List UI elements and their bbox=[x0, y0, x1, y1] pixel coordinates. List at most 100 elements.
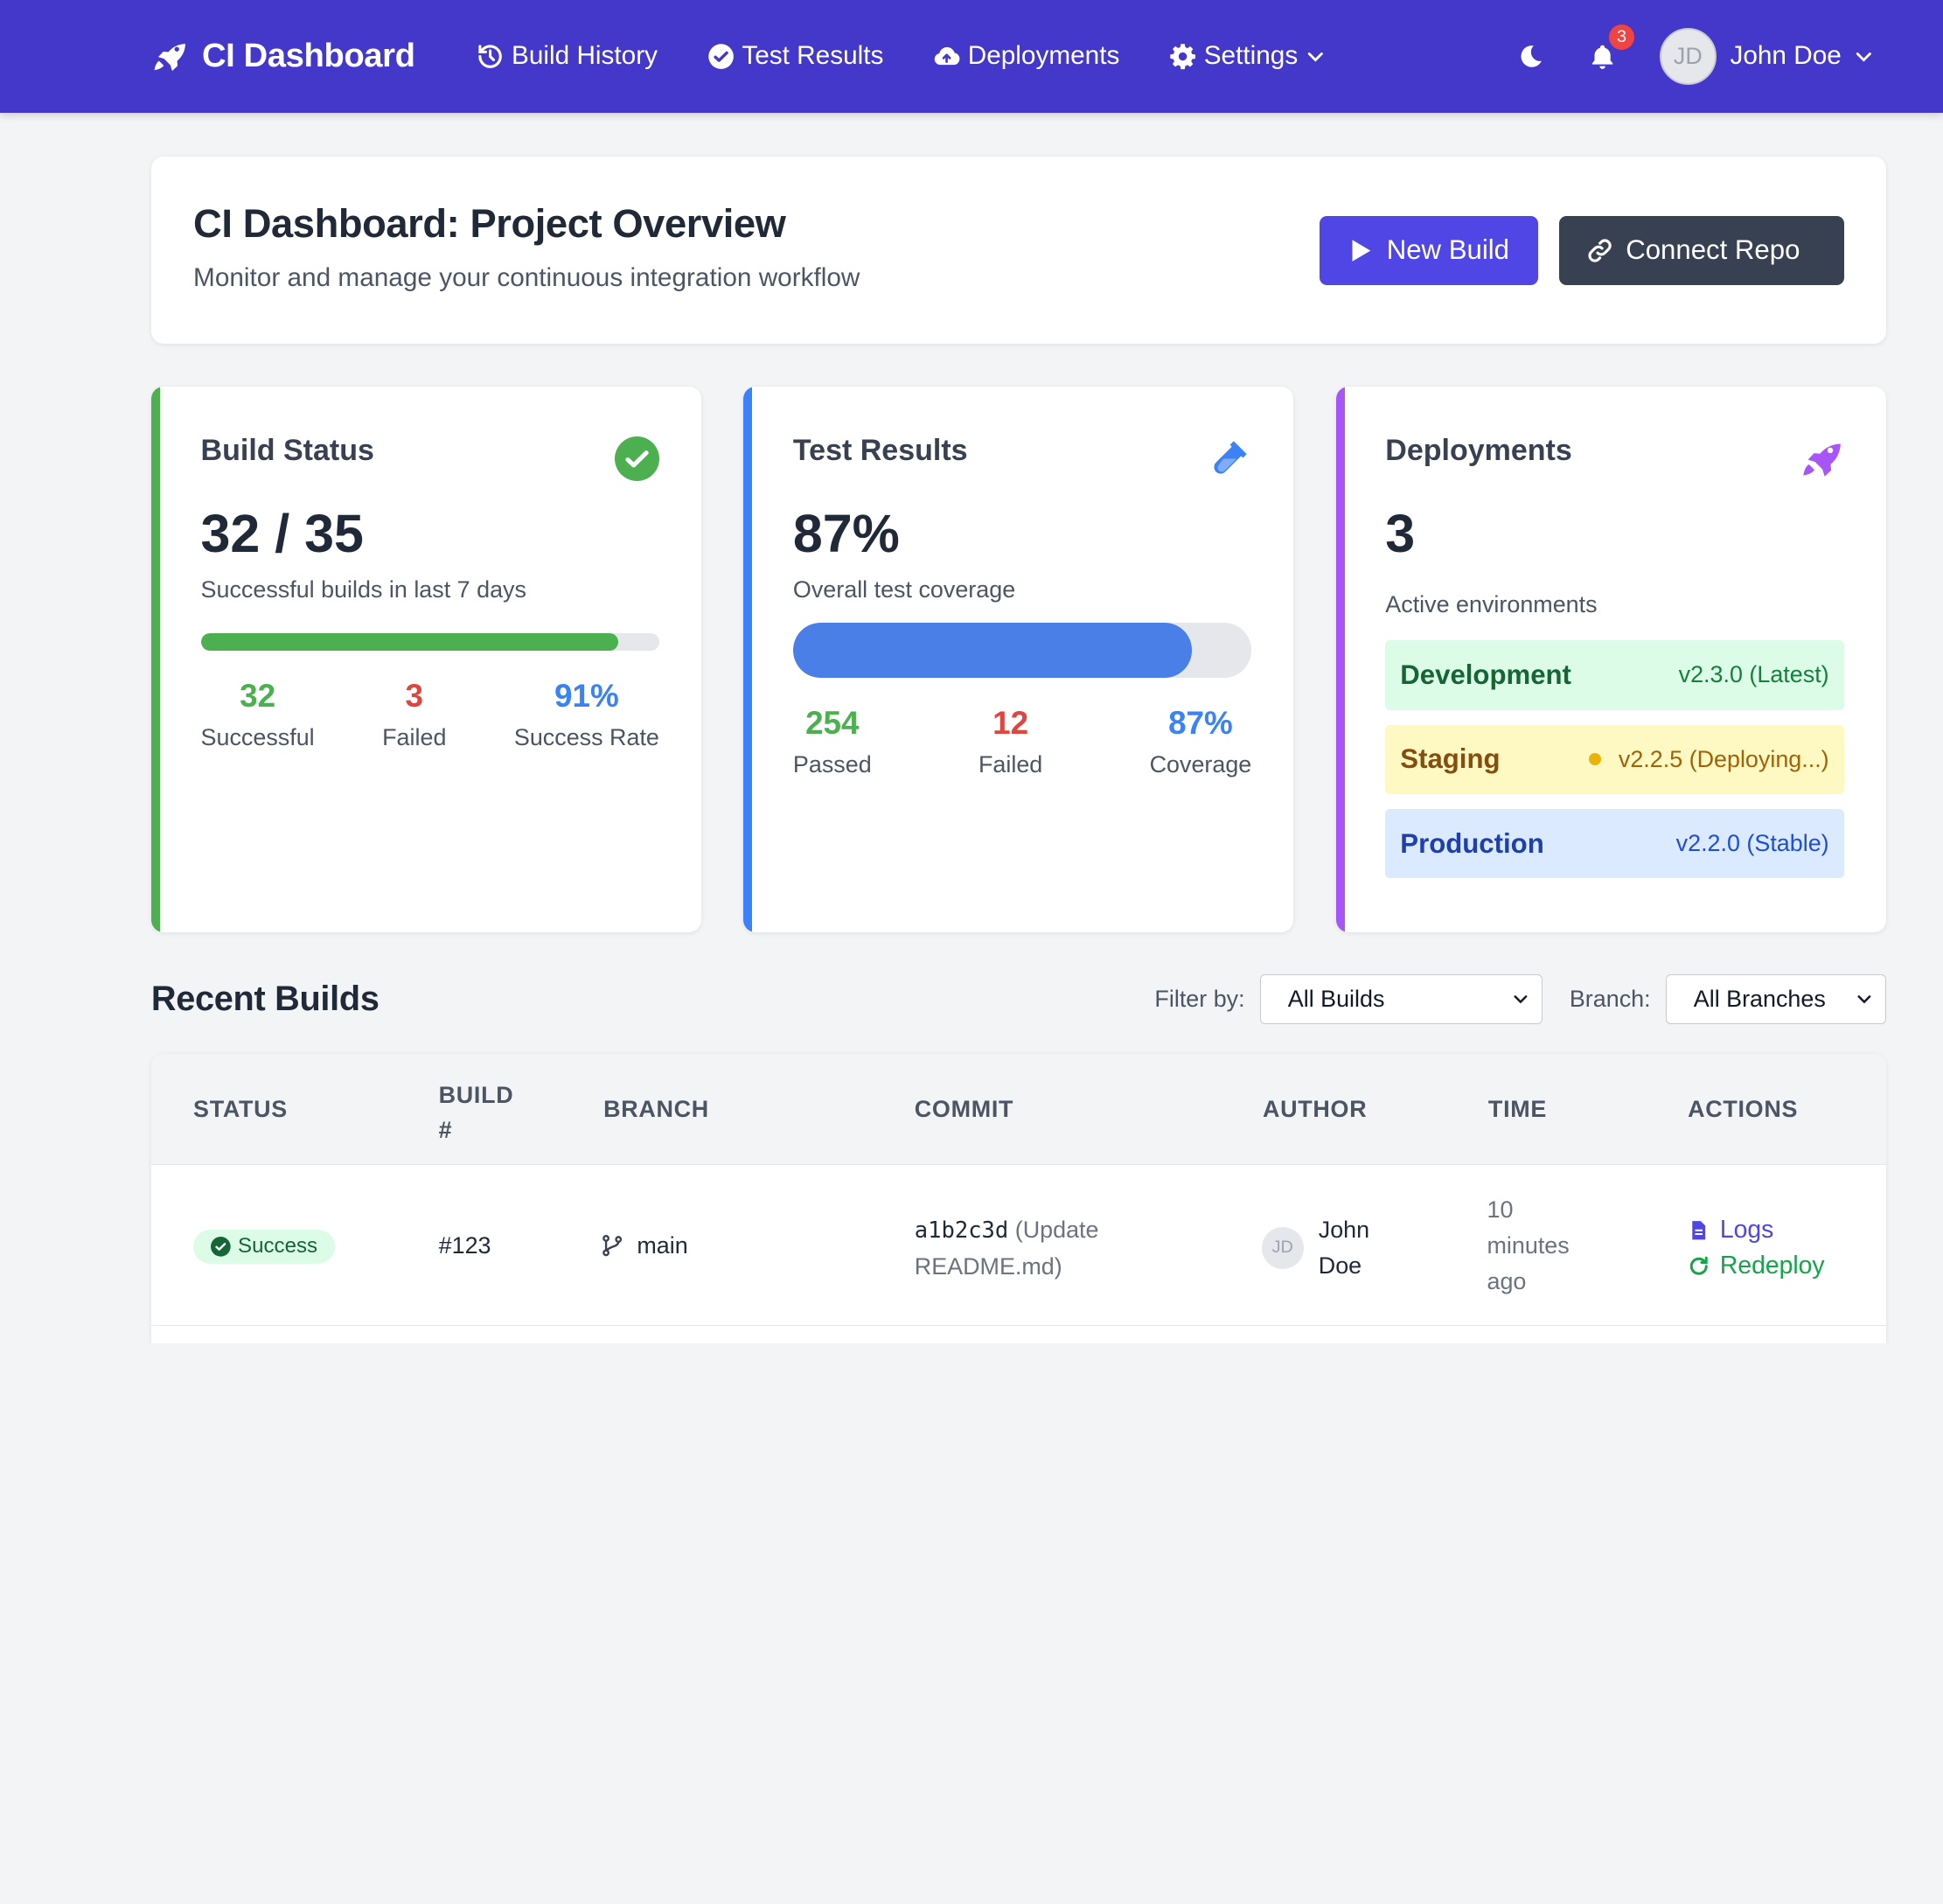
brand-name: CI Dashboard bbox=[201, 37, 415, 75]
app: CI Dashboard Build History Test Results … bbox=[0, 0, 1943, 1344]
chevron-down-icon bbox=[1514, 995, 1528, 1004]
stat-success-rate: 91% Success Rate bbox=[514, 678, 659, 751]
stat-value: 12 bbox=[992, 704, 1029, 741]
logs-link[interactable]: Logs bbox=[1688, 1212, 1825, 1248]
card-caption: Overall test coverage bbox=[792, 575, 1016, 603]
stat-successful: 32 Successful bbox=[201, 678, 315, 751]
col-build-line1: BUILD bbox=[438, 1081, 514, 1108]
page-subtitle: Monitor and manage your continuous integ… bbox=[193, 263, 860, 293]
test-stats: 254 Passed 12 Failed 87% Coverage bbox=[793, 705, 1251, 778]
progress-fill bbox=[200, 632, 618, 651]
chevron-down-icon bbox=[1856, 52, 1871, 62]
stat-passed: 254 Passed bbox=[793, 705, 872, 778]
env-version: v2.3.0 (Latest) bbox=[1679, 661, 1829, 688]
env-version-text: v2.3.0 (Latest) bbox=[1678, 661, 1829, 688]
stat-label: Failed bbox=[382, 724, 447, 751]
env-production[interactable]: Production v2.2.0 (Stable) bbox=[1385, 809, 1844, 879]
branch-cell: main bbox=[600, 1232, 688, 1259]
refresh-icon bbox=[1689, 1256, 1708, 1275]
test-results-card: Test Results 87% Overall test coverage 2… bbox=[743, 387, 1294, 932]
new-build-label: New Build bbox=[1386, 234, 1509, 266]
author-last: Doe bbox=[1318, 1252, 1362, 1279]
nav-deployments-label: Deployments bbox=[967, 41, 1120, 71]
redeploy-link[interactable]: Redeploy bbox=[1688, 1248, 1825, 1284]
chevron-down-icon bbox=[1307, 52, 1323, 62]
notifications-button[interactable]: 3 bbox=[1588, 24, 1635, 71]
deploying-dot-icon bbox=[1588, 753, 1602, 766]
user-menu[interactable]: JD John Doe bbox=[1659, 27, 1874, 86]
build-status-card: Build Status 32 / 35 Successful builds i… bbox=[150, 387, 702, 932]
env-staging[interactable]: Staging v2.2.5 (Deploying...) bbox=[1385, 724, 1844, 794]
author-name: John Doe bbox=[1319, 1212, 1369, 1284]
author-first: John bbox=[1318, 1216, 1370, 1243]
brand[interactable]: CI Dashboard bbox=[151, 37, 415, 75]
status-badge: Success bbox=[193, 1229, 335, 1265]
stat-label: Successful bbox=[200, 724, 315, 751]
stat-label: Passed bbox=[792, 751, 872, 778]
page-header: CI Dashboard: Project Overview Monitor a… bbox=[150, 156, 1886, 344]
stat-coverage: 87% Coverage bbox=[1150, 705, 1252, 778]
coverage-value: 87% bbox=[792, 503, 900, 563]
nav-right: 3 JD John Doe bbox=[1515, 24, 1874, 86]
branch-name: main bbox=[637, 1231, 688, 1259]
col-branch: BRANCH bbox=[603, 1095, 709, 1122]
new-build-button[interactable]: New Build bbox=[1320, 215, 1538, 285]
stat-label: Success Rate bbox=[513, 724, 659, 751]
stat-label: Failed bbox=[978, 751, 1043, 778]
time-cell: 10 minutes ago bbox=[1487, 1192, 1570, 1300]
stat-value: 87% bbox=[1168, 704, 1233, 741]
git-branch-icon bbox=[602, 1234, 623, 1257]
col-build-number: BUILD # bbox=[439, 1078, 514, 1147]
branch-label: Branch: bbox=[1569, 985, 1651, 1012]
status-text: Success bbox=[238, 1234, 318, 1259]
commit-message-line1: (Update bbox=[1014, 1216, 1099, 1243]
nav-test-results-label: Test Results bbox=[742, 41, 884, 71]
nav-build-history[interactable]: Build History bbox=[477, 41, 658, 71]
logs-label: Logs bbox=[1719, 1215, 1774, 1244]
nav-deployments[interactable]: Deployments bbox=[933, 41, 1119, 71]
stat-failed: 3 Failed bbox=[382, 678, 446, 751]
commit-message-line2: README.md) bbox=[914, 1253, 1062, 1280]
notification-badge: 3 bbox=[1608, 24, 1635, 51]
gear-icon bbox=[1170, 44, 1196, 70]
redeploy-label: Redeploy bbox=[1719, 1252, 1825, 1280]
check-circle-icon bbox=[210, 1237, 231, 1257]
author-cell: JD John Doe bbox=[1261, 1212, 1369, 1284]
nav-test-results[interactable]: Test Results bbox=[707, 41, 884, 71]
filter-select[interactable]: All Builds bbox=[1259, 973, 1543, 1024]
stat-value: 3 bbox=[405, 677, 424, 714]
recent-builds-title: Recent Builds bbox=[150, 979, 380, 1018]
history-icon bbox=[478, 45, 503, 68]
card-title: Build Status bbox=[200, 433, 374, 467]
time-line1: 10 bbox=[1487, 1196, 1514, 1224]
nav-links: Build History Test Results Deployments S… bbox=[477, 41, 1375, 71]
actions-cell: Logs Redeploy bbox=[1688, 1212, 1825, 1284]
cloud-upload-icon bbox=[934, 46, 960, 66]
top-navbar: CI Dashboard Build History Test Results … bbox=[0, 0, 1943, 113]
link-icon bbox=[1588, 239, 1612, 262]
dark-mode-toggle[interactable] bbox=[1515, 41, 1545, 71]
col-commit: COMMIT bbox=[914, 1095, 1014, 1122]
branch-select[interactable]: All Branches bbox=[1665, 973, 1886, 1024]
nav-build-history-label: Build History bbox=[512, 41, 658, 71]
time-line2: minutes bbox=[1487, 1232, 1570, 1259]
build-filters: Filter by: All Builds Branch: All Branch… bbox=[1154, 973, 1886, 1024]
play-icon bbox=[1352, 239, 1371, 262]
card-caption: Active environments bbox=[1385, 590, 1598, 617]
env-version: v2.2.5 (Deploying...) bbox=[1588, 746, 1829, 773]
file-icon bbox=[1692, 1220, 1706, 1240]
stat-failed: 12 Failed bbox=[978, 705, 1042, 778]
env-development[interactable]: Development v2.3.0 (Latest) bbox=[1385, 640, 1844, 710]
commit-hash[interactable]: a1b2c3d bbox=[914, 1217, 1009, 1244]
build-number[interactable]: #123 bbox=[438, 1231, 491, 1259]
stat-value: 32 bbox=[240, 677, 276, 714]
branch-value: All Branches bbox=[1693, 985, 1826, 1012]
connect-repo-button[interactable]: Connect Repo bbox=[1558, 215, 1844, 285]
card-title: Test Results bbox=[792, 433, 968, 467]
build-stats: 32 Successful 3 Failed 91% Success Rate bbox=[201, 678, 659, 751]
coverage-progress-bar bbox=[792, 623, 1252, 678]
env-name: Staging bbox=[1400, 743, 1501, 775]
page-title: CI Dashboard: Project Overview bbox=[193, 200, 786, 246]
avatar: JD bbox=[1659, 27, 1717, 86]
nav-settings[interactable]: Settings bbox=[1169, 41, 1325, 71]
